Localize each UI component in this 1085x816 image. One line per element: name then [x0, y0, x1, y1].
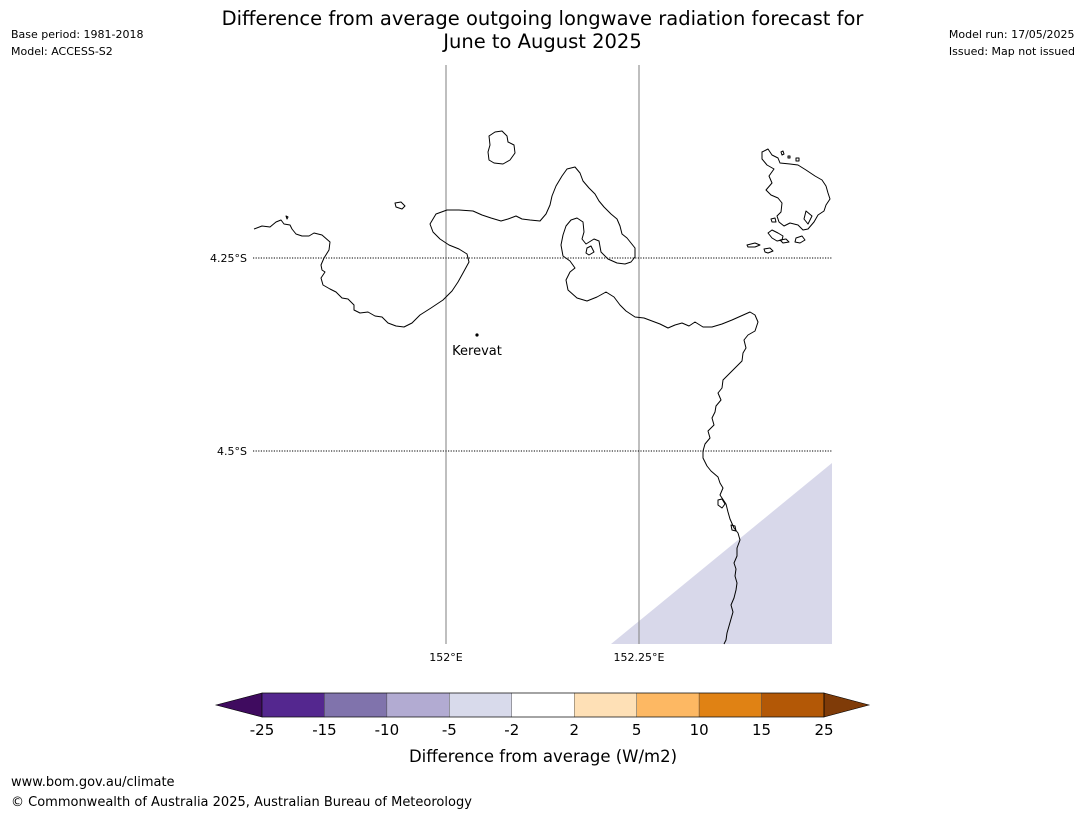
colorbar-bin [324, 692, 388, 718]
page-title: Difference from average outgoing longwav… [0, 7, 1085, 53]
colorbar-tick-label: -25 [250, 721, 275, 739]
colorbar-bin [386, 692, 450, 718]
colorbar-tick-label: -10 [375, 721, 400, 739]
colorbar-bin [574, 692, 637, 718]
colorbar-bin [636, 692, 700, 718]
lon-label-152e: 152°E [429, 651, 462, 664]
colorbar-label: Difference from average (W/m2) [409, 747, 677, 766]
coastline-islet-peninsula [585, 245, 595, 256]
coastline-islet-dy-3 [746, 242, 761, 248]
coastline-islet-dy-6 [794, 235, 806, 244]
coastline-islet-east-coast-2 [730, 524, 737, 532]
coastline-islet-dy-1 [770, 217, 777, 223]
coastline-islet-dy-8 [787, 155, 791, 159]
coastline-islet-dy-7 [780, 150, 785, 156]
colorbar-outline [261, 692, 825, 718]
colorbar-tick-label: 2 [569, 721, 579, 739]
place-label-kerevat: Kerevat [452, 344, 502, 359]
coastline-duke-of-york-spit [803, 210, 813, 225]
lon-label-152-25e: 152.25°E [614, 651, 665, 664]
metadata-left: Base period: 1981-2018 Model: ACCESS-S2 [11, 26, 143, 60]
coastline-islet-dy-2 [767, 229, 784, 242]
colorbar-bin [761, 692, 825, 718]
issued-text: Issued: Map not issued [948, 45, 1075, 58]
coastline-islet-dy-9 [795, 157, 800, 162]
colorbar-tick-label: 15 [752, 721, 771, 739]
graticule: 4.25°S 4.5°S 152°E 152.25°E [210, 65, 832, 664]
colorbar-tick-label: 10 [690, 721, 709, 739]
lat-label-4-25s: 4.25°S [210, 252, 247, 265]
title-line-2: June to August 2025 [443, 30, 642, 53]
colorbar-bin [511, 692, 575, 718]
colorbar: -25 -15 -10 -5 -2 2 5 10 15 25 Difference from av… [214, 692, 871, 766]
coastline-islet-dy-4 [763, 247, 774, 254]
colorbar-tick-label: 5 [632, 721, 642, 739]
coastline-duke-of-york-main [761, 148, 831, 231]
colorbar-extension-over [823, 692, 871, 718]
colorbar-bin [698, 692, 762, 718]
coastline-islet-small [394, 201, 406, 210]
base-period-text: Base period: 1981-2018 [11, 28, 144, 41]
colorbar-tick-label: -5 [442, 721, 457, 739]
footer-copyright: © Commonwealth of Australia 2025, Austra… [11, 795, 472, 810]
colorbar-bin [449, 692, 512, 718]
shaded-region-minus5-to-minus2 [611, 463, 832, 644]
coastline-islet-west [285, 215, 289, 220]
metadata-right: Model run: 17/05/2025 Issued: Map not is… [949, 26, 1075, 60]
colorbar-extension-under [214, 692, 263, 718]
colorbar-tick-label: -2 [504, 721, 519, 739]
colorbar-bin [261, 692, 325, 718]
coastline-island-north [487, 130, 516, 165]
coastline-islet-east-coast-1 [717, 498, 726, 509]
footer-url: www.bom.gov.au/climate [11, 775, 175, 790]
model-text: Model: ACCESS-S2 [11, 45, 113, 58]
lat-label-4-5s: 4.5°S [217, 445, 247, 458]
model-run-text: Model run: 17/05/2025 [948, 28, 1075, 41]
title-line-1: Difference from average outgoing longwav… [221, 7, 864, 30]
coastline [253, 130, 831, 645]
colorbar-tick-label: 25 [814, 721, 833, 739]
place-marker-kerevat [475, 333, 479, 337]
coastline-mainland [253, 166, 759, 645]
coastline-islet-dy-5 [779, 238, 790, 244]
colorbar-tick-label: -15 [312, 721, 337, 739]
